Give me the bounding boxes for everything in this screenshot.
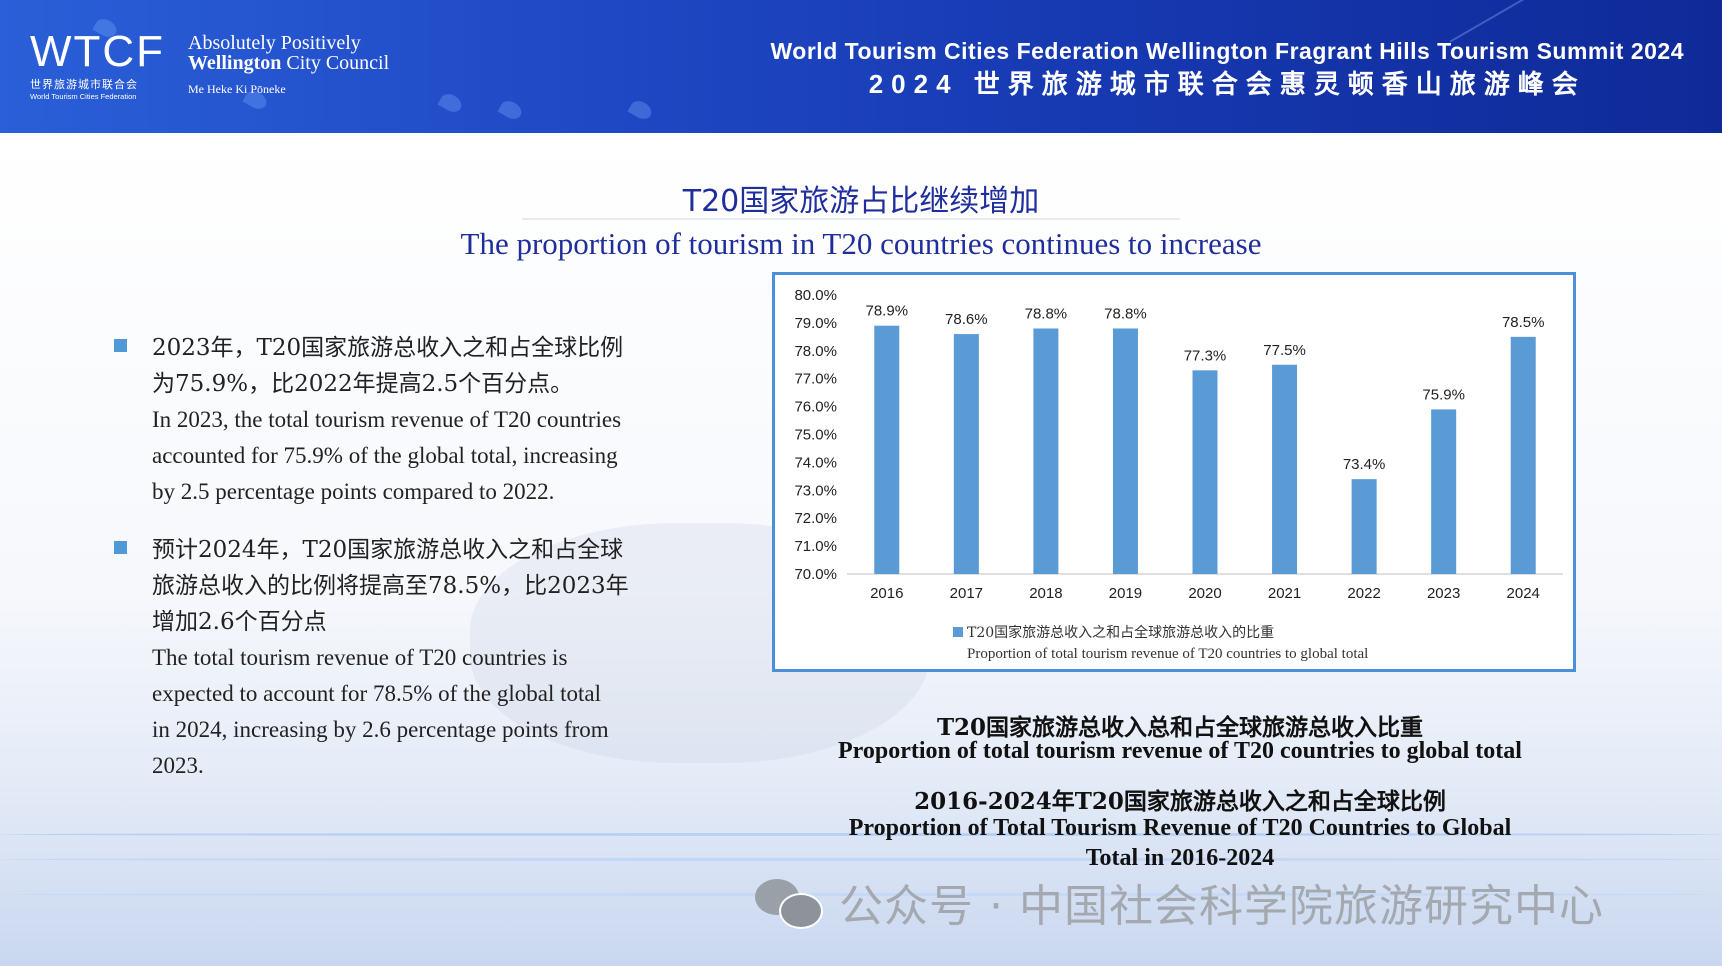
data-label: 78.6% [945, 311, 988, 328]
bar-chart: 70.0% 71.0% 72.0% 73.0% 74.0% 75.0% 76.0% 77.0%… [772, 272, 1576, 672]
summit-title-cn: 2024 世界旅游城市联合会惠灵顿香山旅游峰会 [868, 69, 1586, 99]
bullet-item: 预计2024年，T20国家旅游总收入之和占全球 旅游总收入的比例将提高至78.5… [112, 532, 682, 784]
bar [1272, 364, 1298, 574]
wtcf-logo-mark: WTCF [30, 27, 166, 76]
x-tick-label: 2022 [1347, 585, 1380, 602]
bar-chart-svg: 70.0% 71.0% 72.0% 73.0% 74.0% 75.0% 76.0% 77.0%… [794, 287, 1563, 662]
bullet-text-cn: 2023年，T20国家旅游总收入之和占全球比例 [152, 335, 624, 361]
y-tick-label: 76.0% [794, 399, 837, 416]
wcc-name: Wellington City Council [188, 53, 389, 74]
bar [1192, 370, 1218, 574]
x-tick-label: 2016 [870, 585, 903, 602]
data-label: 78.9% [866, 303, 909, 320]
x-tick-label: 2023 [1427, 585, 1460, 602]
data-label: 78.5% [1502, 314, 1545, 331]
caption-1-cn: T20国家旅游总收入总和占全球旅游总收入比重 [936, 714, 1424, 741]
x-tick-label: 2024 [1507, 585, 1540, 602]
y-tick-label: 78.0% [794, 343, 837, 360]
wcc-name-bold: Wellington [188, 52, 282, 74]
data-label: 73.4% [1343, 456, 1386, 473]
bar [1112, 328, 1138, 574]
summit-title: World Tourism Cities Federation Wellingt… [771, 36, 1684, 102]
data-label: 75.9% [1422, 386, 1465, 403]
bar [1033, 328, 1059, 574]
summit-title-en: World Tourism Cities Federation Wellingt… [770, 38, 1684, 64]
caption-2-en: Proportion of Total Tourism Revenue of T… [848, 815, 1512, 871]
watermark: 公众号 · 中国社会科学院旅游研究中心 [755, 872, 1604, 932]
wave-decoration [0, 858, 1722, 861]
wtcf-logo-en: World Tourism Cities Federation [30, 92, 137, 101]
bar [1351, 479, 1377, 574]
caption-1-en: Proportion of total tourism revenue of T… [838, 738, 1522, 764]
bullet-text-en: The total tourism revenue of T20 countri… [152, 645, 568, 670]
bullet-text-en: expected to account for 78.5% of the glo… [152, 681, 601, 706]
bullet-square-icon [114, 541, 127, 554]
y-tick-label: 79.0% [794, 315, 837, 332]
bullet-square-icon [114, 339, 127, 352]
header-banner: WTCF 世界旅游城市联合会 World Tourism Cities Fede… [0, 0, 1722, 133]
y-tick-label: 70.0% [794, 566, 837, 583]
y-tick-label: 80.0% [794, 287, 837, 304]
y-tick-label: 71.0% [794, 538, 837, 555]
x-tick-label: 2020 [1188, 585, 1221, 602]
bar [1510, 336, 1536, 574]
bullet-text-en: In 2023, the total tourism revenue of T2… [152, 407, 622, 432]
bullet-text-cn: 增加2.6个百分点 [152, 609, 327, 635]
bullet-text-cn: 预计2024年，T20国家旅游总收入之和占全球 [152, 537, 624, 563]
y-tick-label: 73.0% [794, 482, 837, 499]
x-tick-label: 2019 [1109, 585, 1142, 602]
bullet-list: 2023年，T20国家旅游总收入之和占全球比例 为75.9%，比2022年提高2… [112, 330, 682, 806]
legend-label-en: Proportion of total tourism revenue of T… [967, 646, 1368, 662]
wcc-maori: Me Heke Ki Pōneke [188, 82, 286, 96]
bar [953, 334, 979, 574]
wave-decoration [0, 833, 1722, 836]
legend-swatch [953, 627, 963, 637]
y-tick-label: 75.0% [794, 427, 837, 444]
slide-title-cn: T20国家旅游占比继续增加 [682, 184, 1040, 219]
data-label: 77.3% [1184, 347, 1227, 364]
wtcf-logo-cn: 世界旅游城市联合会 [30, 79, 138, 91]
title-divider [522, 218, 1180, 220]
slide-title-en: The proportion of tourism in T20 countri… [460, 226, 1262, 261]
watermark-text: 公众号 · 中国社会科学院旅游研究中心 [839, 881, 1604, 932]
bullet-text-en: by 2.5 percentage points compared to 202… [152, 479, 555, 504]
leaf-decoration [627, 97, 655, 123]
wave-decoration [0, 893, 1722, 896]
wechat-icon [755, 875, 823, 929]
data-label: 77.5% [1263, 342, 1306, 359]
wellington-council-logo: Absolutely Positively Wellington City Co… [188, 33, 389, 97]
y-tick-label: 77.0% [794, 371, 837, 388]
x-tick-label: 2021 [1268, 585, 1301, 602]
caption-2-cn: 2016-2024年T20国家旅游总收入之和占全球比例 [914, 788, 1446, 815]
leaf-decoration [437, 90, 465, 116]
leaf-decoration [497, 97, 525, 123]
data-label: 78.8% [1104, 305, 1147, 322]
bullet-text-en: in 2024, increasing by 2.6 percentage po… [152, 717, 609, 742]
wcc-tagline: Absolutely Positively [188, 32, 361, 54]
x-tick-label: 2018 [1029, 585, 1062, 602]
wcc-name-rest: City Council [281, 52, 390, 74]
y-tick-label: 72.0% [794, 510, 837, 527]
bullet-text-en: accounted for 75.9% of the global total,… [152, 443, 618, 468]
bullet-text-cn: 旅游总收入的比例将提高至78.5%，比2023年 [152, 573, 629, 599]
bar [874, 325, 900, 574]
bullet-item: 2023年，T20国家旅游总收入之和占全球比例 为75.9%，比2022年提高2… [112, 330, 682, 510]
bullet-text-cn: 为75.9%，比2022年提高2.5个百分点。 [152, 371, 574, 397]
data-label: 78.8% [1025, 305, 1068, 322]
bar [1431, 409, 1457, 574]
bullet-text-en: 2023. [152, 753, 204, 778]
y-tick-label: 74.0% [794, 454, 837, 471]
wtcf-logo: WTCF 世界旅游城市联合会 World Tourism Cities Fede… [30, 27, 166, 102]
x-tick-label: 2017 [950, 585, 983, 602]
legend-label-cn: T20国家旅游总收入之和占全球旅游总收入的比重 [967, 624, 1274, 641]
